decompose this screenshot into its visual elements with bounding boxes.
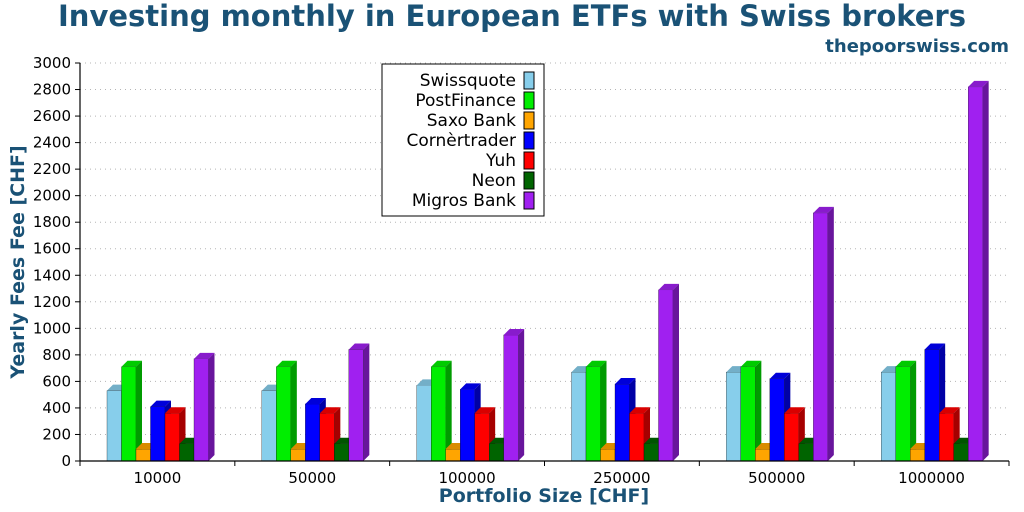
chart-title: Investing monthly in European ETFs with … [58, 0, 966, 33]
legend-label: Cornèrtrader [407, 131, 517, 151]
legend-label: Yuh [485, 151, 516, 171]
x-tick-label: 1000000 [898, 469, 965, 487]
x-axis-label: Portfolio Size [CHF] [439, 485, 649, 507]
legend-swatch [523, 71, 535, 90]
bar [503, 328, 525, 462]
chart-subtitle: thepoorswiss.com [825, 36, 1009, 57]
legend-label: Migros Bank [412, 191, 516, 211]
legend-label: PostFinance [415, 91, 516, 111]
y-tick-label: 1800 [33, 213, 71, 231]
bar [276, 360, 297, 462]
y-tick-label: 0 [61, 452, 71, 470]
y-ticks: 0 200 400 600 800 1000 1200 1400 1600 1800 2000 220… [33, 54, 80, 470]
bar [431, 360, 452, 462]
y-tick-label: 2200 [33, 160, 71, 178]
y-tick-label: 2600 [33, 107, 71, 125]
y-tick-label: 600 [42, 372, 71, 390]
y-tick-label: 3000 [33, 54, 71, 72]
legend-swatch [523, 151, 535, 170]
legend-label: Saxo Bank [427, 111, 516, 131]
bar [895, 360, 917, 462]
y-tick-label: 1200 [33, 293, 71, 311]
legend-swatch [523, 111, 535, 130]
y-tick-label: 1400 [33, 266, 71, 284]
y-tick-label: 200 [42, 425, 71, 443]
legend-swatch [523, 91, 535, 110]
legend-box [381, 63, 545, 217]
bar [121, 360, 142, 462]
y-tick-label: 1000 [33, 319, 71, 337]
y-axis-label: Yearly Fees Fee [CHF] [7, 145, 29, 379]
x-ticks: 10000 50000 100000 250000 500000 1000000 [79, 461, 1010, 487]
y-tick-label: 1600 [33, 240, 71, 258]
bar [924, 343, 946, 462]
bar [193, 352, 215, 462]
bar [740, 360, 762, 462]
x-tick-label: 500000 [748, 469, 805, 487]
legend-swatch [523, 171, 535, 190]
bars [106, 80, 989, 462]
legend-label: Neon [472, 171, 516, 191]
y-tick-label: 400 [42, 399, 71, 417]
x-tick-label: 50000 [288, 469, 336, 487]
legend-swatch [523, 191, 535, 210]
x-tick-label: 250000 [593, 469, 650, 487]
x-tick-label: 10000 [134, 469, 182, 487]
bar [585, 360, 607, 462]
y-tick-label: 2000 [33, 187, 71, 205]
y-tick-label: 2400 [33, 134, 71, 152]
legend-label: Swissquote [420, 71, 516, 91]
y-tick-label: 2800 [33, 81, 71, 99]
bar [348, 343, 370, 462]
bar [968, 80, 989, 462]
y-tick-label: 800 [42, 346, 71, 364]
x-tick-label: 100000 [438, 469, 495, 487]
legend-swatch [523, 131, 535, 150]
bar [813, 206, 834, 462]
bar [658, 283, 679, 462]
